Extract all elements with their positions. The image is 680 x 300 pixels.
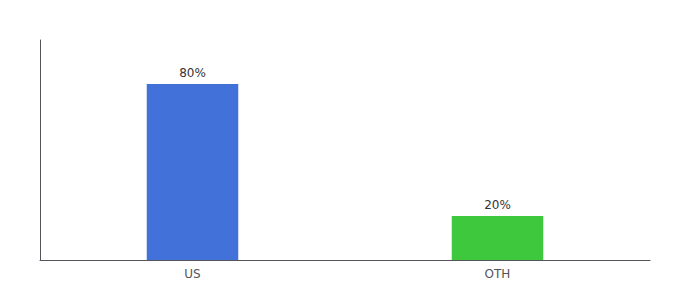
svg-text:20%: 20%: [484, 198, 511, 212]
svg-text:US: US: [184, 267, 200, 281]
svg-text:OTH: OTH: [485, 267, 511, 281]
svg-text:80%: 80%: [179, 66, 206, 80]
